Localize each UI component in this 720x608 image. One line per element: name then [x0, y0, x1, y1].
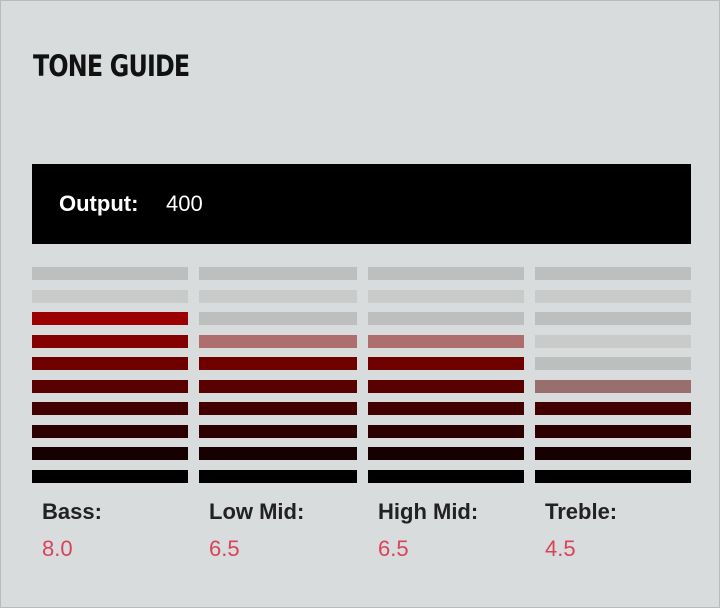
- output-bar: Output: 400: [32, 164, 691, 244]
- segment-lit: [368, 469, 524, 483]
- band-name: Low Mid:: [209, 499, 305, 524]
- band-value: 6.5: [209, 536, 240, 561]
- segment-lit: [32, 469, 188, 483]
- segment-empty: [368, 267, 524, 280]
- band-value: 4.5: [545, 536, 576, 561]
- segment-lit: [535, 402, 691, 415]
- segment-empty: [32, 289, 188, 303]
- segment-empty: [199, 267, 357, 280]
- output-label: Output:: [59, 191, 139, 216]
- segment-partial: [199, 334, 357, 348]
- segment-empty: [199, 289, 357, 303]
- segment-partial: [368, 334, 524, 348]
- segment-lit: [199, 424, 357, 438]
- segment-empty: [535, 357, 691, 370]
- segment-empty: [32, 267, 188, 280]
- segment-lit: [535, 424, 691, 438]
- segment-lit: [32, 334, 188, 348]
- segment-lit: [32, 447, 188, 460]
- segment-lit: [368, 402, 524, 415]
- segment-partial: [535, 379, 691, 393]
- band-value: 6.5: [378, 536, 409, 561]
- segment-lit: [535, 469, 691, 483]
- segment-lit: [368, 424, 524, 438]
- segment-lit: [199, 447, 357, 460]
- segment-lit: [32, 357, 188, 370]
- segment-lit: [32, 402, 188, 415]
- segment-lit: [368, 447, 524, 460]
- output-value: 400: [166, 191, 203, 216]
- segment-lit: [199, 402, 357, 415]
- segment-lit: [368, 379, 524, 393]
- band-name: High Mid:: [378, 499, 479, 524]
- segment-lit: [199, 469, 357, 483]
- segment-empty: [368, 289, 524, 303]
- segment-lit: [32, 379, 188, 393]
- segment-empty: [368, 312, 524, 325]
- segment-empty: [535, 312, 691, 325]
- segment-lit: [32, 312, 188, 325]
- segment-lit: [199, 357, 357, 370]
- band-name: Bass:: [42, 499, 102, 524]
- segment-empty: [535, 289, 691, 303]
- segment-empty: [199, 312, 357, 325]
- title: TONE GUIDE: [33, 49, 190, 83]
- segment-empty: [535, 334, 691, 348]
- segment-lit: [199, 379, 357, 393]
- band-name: Treble:: [545, 499, 618, 524]
- segment-lit: [368, 357, 524, 370]
- segment-lit: [32, 424, 188, 438]
- band-value: 8.0: [42, 536, 73, 561]
- segment-lit: [535, 447, 691, 460]
- segment-empty: [535, 267, 691, 280]
